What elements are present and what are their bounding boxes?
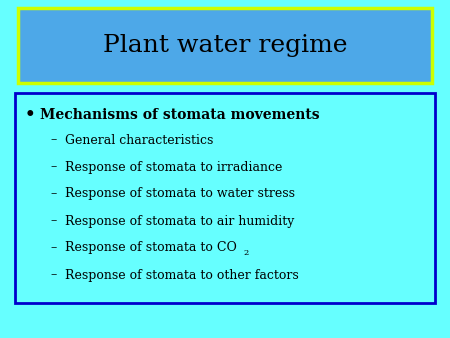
- Text: –: –: [50, 215, 56, 227]
- Text: General characteristics: General characteristics: [65, 134, 213, 146]
- Text: –: –: [50, 268, 56, 282]
- Text: Plant water regime: Plant water regime: [103, 34, 347, 57]
- Text: –: –: [50, 241, 56, 255]
- Text: •: •: [25, 106, 36, 124]
- Text: –: –: [50, 188, 56, 200]
- FancyBboxPatch shape: [18, 8, 432, 83]
- Text: Response of stomata to air humidity: Response of stomata to air humidity: [65, 215, 294, 227]
- Text: Response of stomata to water stress: Response of stomata to water stress: [65, 188, 295, 200]
- Text: –: –: [50, 161, 56, 173]
- Text: Mechanisms of stomata movements: Mechanisms of stomata movements: [40, 108, 320, 122]
- Text: 2: 2: [243, 249, 248, 257]
- Text: –: –: [50, 134, 56, 146]
- Text: Response of stomata to other factors: Response of stomata to other factors: [65, 268, 299, 282]
- FancyBboxPatch shape: [15, 93, 435, 303]
- Text: Response of stomata to irradiance: Response of stomata to irradiance: [65, 161, 283, 173]
- Text: Response of stomata to CO: Response of stomata to CO: [65, 241, 237, 255]
